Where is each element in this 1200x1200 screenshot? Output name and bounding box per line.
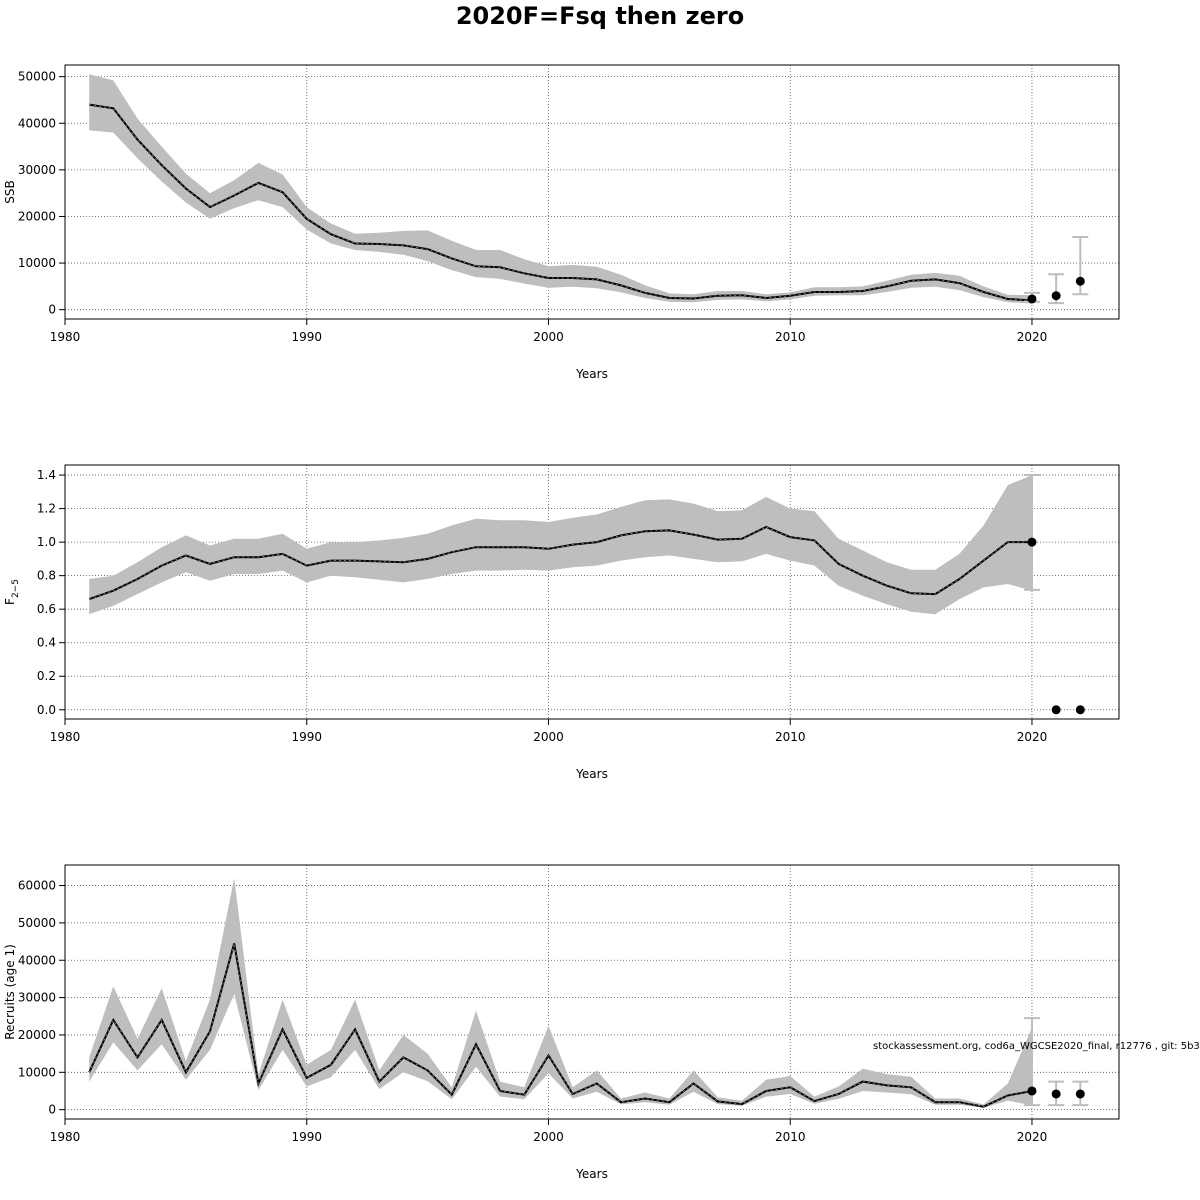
y-axis-label-subscript: 2−5 (11, 579, 21, 598)
x-tick-label: 1980 (50, 1130, 81, 1144)
x-tick-label: 2000 (533, 1130, 564, 1144)
x-tick-label: 1980 (50, 730, 81, 744)
projection-point (1027, 1086, 1037, 1096)
projection-point (1027, 537, 1037, 547)
x-tick-label: 2010 (775, 330, 806, 344)
y-tick-label: 0.8 (37, 569, 56, 583)
x-tick-label: 2000 (533, 330, 564, 344)
projection-point (1051, 1089, 1061, 1099)
x-tick-label: 2010 (775, 1130, 806, 1144)
y-axis-label: F2−5 (3, 579, 21, 605)
y-tick-label: 1.4 (37, 468, 56, 482)
x-tick-label: 1990 (291, 1130, 322, 1144)
plot-frame (64, 464, 1120, 720)
y-tick-label: 1.0 (37, 535, 56, 549)
recruitment-panel: 1980 1990 2000 2010 2020 0 10000 20000 30000 4000… (3, 864, 1120, 1181)
confidence-band (89, 475, 1032, 615)
estimate-line (88, 943, 1033, 1108)
y-tick-label: 10000 (18, 256, 56, 270)
y-tick-label: 10000 (18, 1065, 56, 1079)
y-tick-label: 50000 (18, 70, 56, 84)
projection-point (1075, 705, 1085, 715)
x-tick-label: 2000 (533, 730, 564, 744)
y-tick-label: 20000 (18, 209, 56, 223)
y-tick-label: 1.2 (37, 502, 56, 516)
y-tick-label: 30000 (18, 991, 56, 1005)
y-tick-label: 60000 (18, 879, 56, 893)
y-tick-label: 0 (48, 1103, 56, 1117)
y-tick-label: 0.2 (37, 669, 56, 683)
y-tick-label: 0.0 (37, 703, 56, 717)
chart-title: 2020F=Fsq then zero (455, 2, 745, 30)
x-tick-label: 2020 (1017, 730, 1048, 744)
x-tick-label: 2020 (1017, 330, 1048, 344)
x-tick-label: 2010 (775, 730, 806, 744)
fishing-mortality-panel: 1980 1990 2000 2010 2020 0.0 0.2 0.4 0.6 0.8 1.0 1.… (3, 464, 1120, 781)
ssb-panel: 1980 1990 2000 2010 2020 0 10000 20000 30000 4000… (3, 64, 1120, 381)
confidence-band (89, 878, 1032, 1108)
y-tick-label: 0.4 (37, 636, 56, 650)
projection-point (1075, 1089, 1085, 1099)
projection-point (1075, 276, 1085, 286)
footer-note: stockassessment.org, cod6a_WGCSE2020_fin… (873, 1041, 1200, 1052)
x-tick-label: 2020 (1017, 1130, 1048, 1144)
x-tick-label: 1990 (291, 730, 322, 744)
x-tick-label: 1990 (291, 330, 322, 344)
y-axis-label: Recruits (age 1) (3, 944, 17, 1040)
y-axis-label: SSB (3, 180, 17, 203)
projection-point (1051, 705, 1061, 715)
confidence-band (89, 74, 1032, 304)
estimate-line (88, 525, 1032, 601)
x-axis-label: Years (575, 367, 608, 381)
y-tick-label: 30000 (18, 163, 56, 177)
y-tick-label: 40000 (18, 116, 56, 130)
x-axis-label: Years (575, 1167, 608, 1181)
x-tick-label: 1980 (50, 330, 81, 344)
y-tick-label: 0 (48, 303, 56, 317)
x-axis-label: Years (575, 767, 608, 781)
y-tick-label: 50000 (18, 916, 56, 930)
plot-frame (64, 864, 1120, 1120)
y-tick-label: 0.6 (37, 602, 56, 616)
y-tick-label: 40000 (18, 953, 56, 967)
y-tick-label: 20000 (18, 1028, 56, 1042)
projection-point (1051, 291, 1061, 301)
projection-point (1027, 294, 1037, 304)
plot-frame (64, 64, 1120, 320)
estimate-line-dash (89, 104, 1033, 301)
